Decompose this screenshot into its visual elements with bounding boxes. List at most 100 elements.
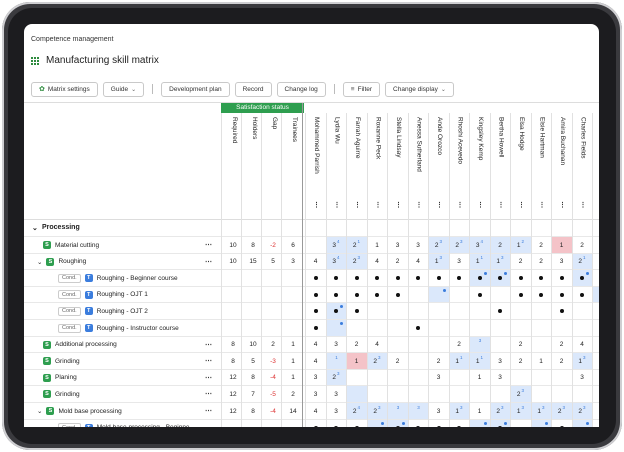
- person-menu-icon[interactable]: ⋮: [538, 202, 546, 209]
- skill-level-cell[interactable]: [408, 420, 428, 427]
- matrix-settings-button[interactable]: ✿ Matrix settings: [31, 81, 98, 97]
- skill-level-cell[interactable]: 2: [552, 353, 572, 369]
- skill-level-cell[interactable]: [388, 287, 408, 303]
- matrix-row[interactable]: S Additional processing ⋯ 8 10 2 1 4 3 2 4 2 3 2 2 4: [24, 335, 599, 353]
- skill-level-cell[interactable]: [346, 386, 367, 403]
- skill-level-cell[interactable]: [531, 419, 551, 427]
- skill-level-cell[interactable]: 4: [306, 337, 326, 353]
- person-column-header[interactable]: Lydia Wu: [333, 117, 341, 144]
- person-column-header[interactable]: Amira Buchanan: [559, 117, 566, 166]
- skill-level-cell[interactable]: 2: [552, 337, 572, 353]
- row-menu-icon[interactable]: ⋯: [205, 242, 212, 249]
- person-menu-icon[interactable]: ⋮: [333, 202, 341, 209]
- skill-level-cell[interactable]: [531, 303, 551, 319]
- skill-level-cell[interactable]: [387, 419, 408, 427]
- skill-level-cell[interactable]: [388, 320, 408, 336]
- person-column-header[interactable]: Elsie Hartman: [538, 117, 546, 158]
- skill-level-cell[interactable]: [388, 386, 408, 402]
- skill-level-cell[interactable]: [593, 353, 600, 369]
- matrix-row[interactable]: S Planing ⋯ 12 8 -4 1 3 2 3 3 1 3 3: [24, 368, 599, 386]
- row-name[interactable]: Grinding: [55, 390, 80, 398]
- skill-level-cell[interactable]: [572, 320, 592, 336]
- skill-level-cell[interactable]: [408, 353, 428, 369]
- skill-level-cell[interactable]: [511, 287, 531, 303]
- row-name[interactable]: Roughing - Beginner course: [96, 274, 178, 282]
- matrix-row[interactable]: Cond. T Roughing - Beginner course: [24, 269, 599, 287]
- section-processing[interactable]: ⌄ Processing: [24, 219, 599, 236]
- person-menu-icon[interactable]: ⋮: [436, 202, 443, 209]
- skill-level-cell[interactable]: [388, 337, 408, 353]
- skill-level-cell[interactable]: [367, 287, 387, 303]
- skill-level-cell[interactable]: [449, 386, 469, 402]
- row-name[interactable]: Planing: [55, 374, 77, 382]
- person-column-header[interactable]: Rhoshi Acevedo: [456, 117, 464, 164]
- person-menu-icon[interactable]: ⋮: [456, 202, 464, 209]
- skill-level-cell[interactable]: [408, 386, 428, 402]
- skill-level-cell[interactable]: [367, 320, 387, 336]
- skill-level-cell[interactable]: [552, 386, 572, 402]
- person-column-header[interactable]: Kingsley Kemp: [477, 117, 484, 161]
- skill-level-cell[interactable]: [593, 303, 600, 319]
- skill-level-cell[interactable]: [388, 370, 408, 386]
- skill-level-cell[interactable]: [429, 386, 449, 402]
- skill-level-cell[interactable]: [449, 270, 469, 286]
- skill-level-cell[interactable]: [347, 303, 367, 319]
- skill-level-cell[interactable]: 3: [326, 337, 346, 353]
- skill-level-cell[interactable]: 2: [449, 337, 469, 353]
- skill-level-cell[interactable]: 2: [572, 237, 592, 253]
- person-menu-icon[interactable]: ⋮: [579, 202, 587, 209]
- skill-level-cell[interactable]: [429, 420, 449, 427]
- skill-level-cell[interactable]: [306, 320, 326, 336]
- skill-level-cell[interactable]: 2: [388, 254, 408, 270]
- skill-level-cell[interactable]: 2: [531, 254, 551, 270]
- skill-level-cell[interactable]: [326, 320, 346, 336]
- filter-button[interactable]: ≡ Filter: [342, 81, 381, 97]
- skill-level-cell[interactable]: 2: [531, 237, 551, 253]
- skill-level-cell[interactable]: [531, 320, 551, 336]
- skill-level-cell[interactable]: [593, 420, 600, 427]
- skill-level-cell[interactable]: [347, 420, 367, 427]
- skill-level-cell[interactable]: [511, 320, 531, 336]
- skill-level-cell[interactable]: [388, 303, 408, 319]
- skill-level-cell[interactable]: [347, 370, 367, 386]
- skill-level-cell[interactable]: [367, 419, 387, 427]
- matrix-row[interactable]: Cond. T Roughing - Instructor course: [24, 319, 599, 336]
- change-display-button[interactable]: Change display ⌄: [385, 81, 454, 97]
- skill-level-cell[interactable]: [408, 337, 428, 353]
- skill-level-cell[interactable]: 4: [367, 254, 387, 270]
- matrix-row[interactable]: Cond.T Mold base processing - Beginne: [24, 418, 600, 427]
- skill-level-cell[interactable]: [429, 337, 449, 353]
- skill-level-cell[interactable]: [572, 270, 592, 287]
- skill-level-cell[interactable]: 2: [511, 353, 531, 369]
- skill-level-cell[interactable]: [572, 303, 592, 319]
- skill-level-cell[interactable]: 3: [408, 237, 428, 253]
- row-menu-icon[interactable]: ⋯: [205, 358, 212, 366]
- development-plan-button[interactable]: Development plan: [161, 81, 230, 97]
- person-column-header[interactable]: Stella Lindsay: [395, 117, 402, 158]
- skill-level-cell[interactable]: [469, 419, 490, 427]
- row-menu-icon[interactable]: ⋯: [205, 341, 212, 349]
- skill-level-cell[interactable]: 2: [511, 337, 531, 353]
- skill-level-cell[interactable]: 1: [531, 353, 551, 369]
- skill-level-cell[interactable]: 2: [490, 237, 510, 253]
- person-menu-icon[interactable]: ⋮: [395, 202, 402, 209]
- row-menu-icon[interactable]: ⋯: [205, 408, 212, 415]
- skill-level-cell[interactable]: 3: [326, 403, 346, 419]
- skill-level-cell[interactable]: [306, 237, 326, 253]
- skill-level-cell[interactable]: [552, 303, 572, 319]
- chevron-down-icon[interactable]: ⌄: [37, 408, 43, 415]
- skill-level-cell[interactable]: [531, 287, 551, 303]
- person-menu-icon[interactable]: ⋮: [313, 202, 320, 209]
- skill-level-cell[interactable]: [511, 370, 531, 386]
